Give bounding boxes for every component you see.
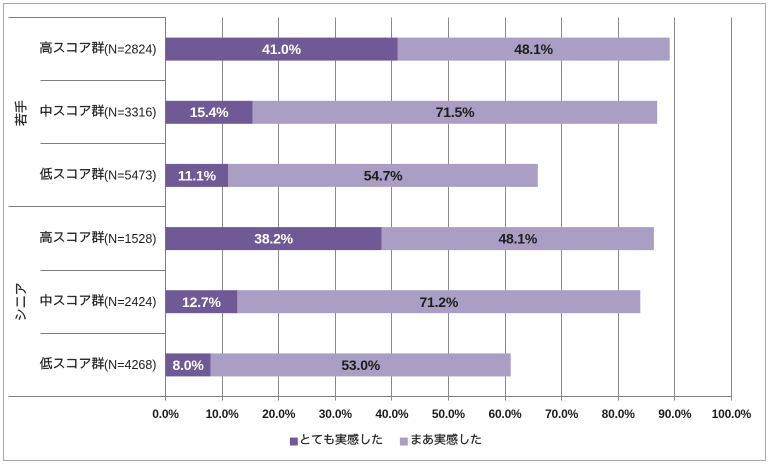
svg-text:70.0%: 70.0%	[545, 407, 579, 421]
svg-text:0.0%: 0.0%	[152, 407, 179, 421]
svg-text:(N=3316): (N=3316)	[104, 106, 156, 120]
svg-text:80.0%: 80.0%	[602, 407, 636, 421]
svg-text:90.0%: 90.0%	[658, 407, 692, 421]
svg-text:(N=4268): (N=4268)	[104, 358, 156, 372]
svg-text:30.0%: 30.0%	[319, 407, 353, 421]
svg-text:48.1%: 48.1%	[498, 231, 537, 247]
svg-text:60.0%: 60.0%	[488, 407, 522, 421]
svg-text:50.0%: 50.0%	[432, 407, 466, 421]
svg-text:20.0%: 20.0%	[262, 407, 296, 421]
svg-text:41.0%: 41.0%	[262, 41, 301, 57]
svg-text:53.0%: 53.0%	[341, 357, 380, 373]
svg-text:10.0%: 10.0%	[206, 407, 240, 421]
svg-text:(N=5473): (N=5473)	[104, 169, 156, 183]
svg-text:71.5%: 71.5%	[436, 104, 475, 120]
svg-text:11.1%: 11.1%	[178, 167, 217, 183]
svg-text:15.4%: 15.4%	[190, 104, 229, 120]
svg-text:12.7%: 12.7%	[182, 294, 221, 310]
svg-text:100.0%: 100.0%	[712, 407, 752, 421]
svg-text:(N=2824): (N=2824)	[104, 42, 156, 56]
svg-text:(N=2424): (N=2424)	[104, 295, 156, 309]
svg-text:38.2%: 38.2%	[254, 231, 293, 247]
svg-text:48.1%: 48.1%	[514, 41, 553, 57]
svg-text:8.0%: 8.0%	[173, 357, 205, 373]
svg-text:(N=1528): (N=1528)	[104, 232, 156, 246]
svg-text:54.7%: 54.7%	[364, 167, 403, 183]
svg-text:40.0%: 40.0%	[375, 407, 409, 421]
svg-text:71.2%: 71.2%	[419, 294, 458, 310]
